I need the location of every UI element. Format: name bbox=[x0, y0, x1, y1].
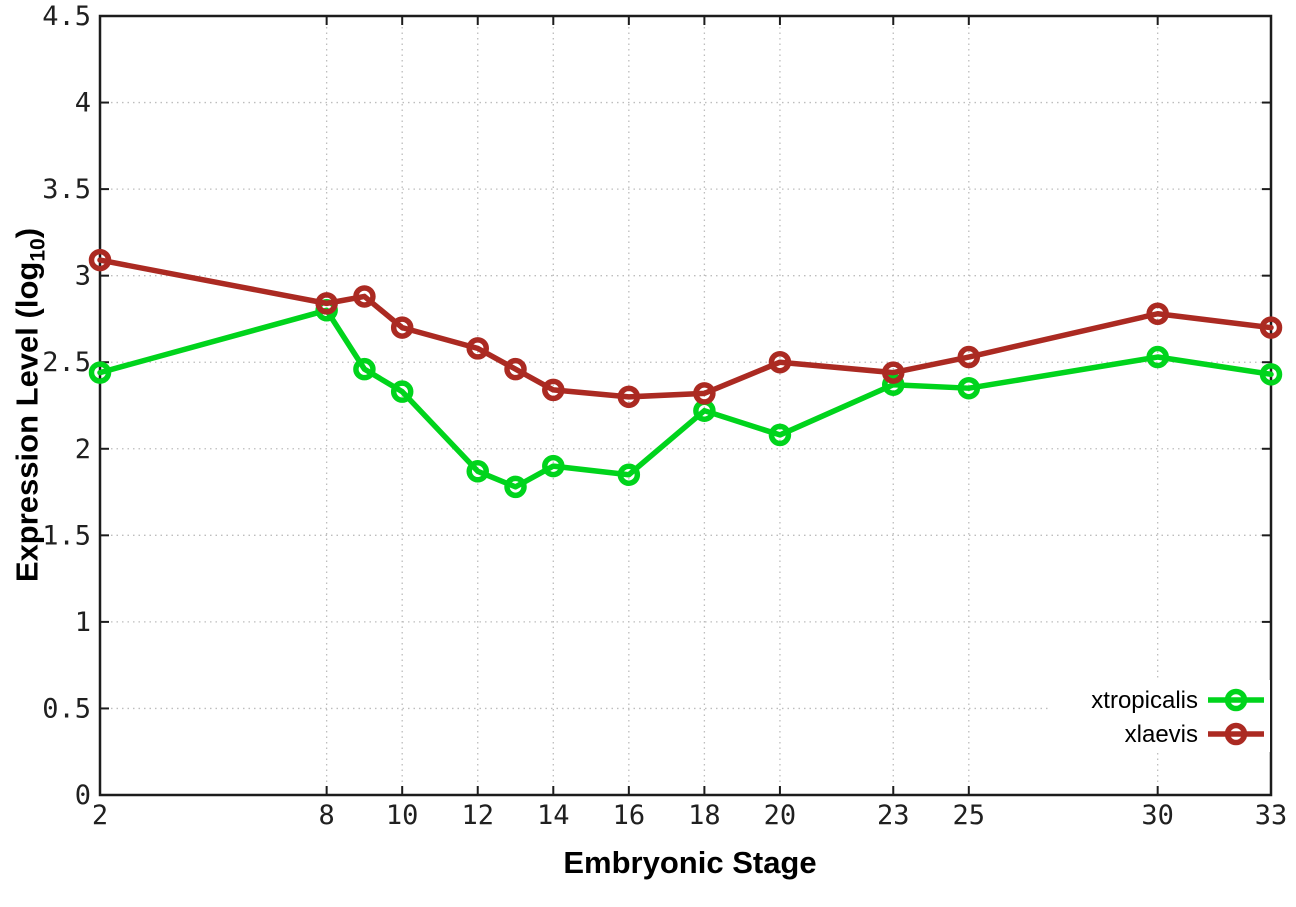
x-tick-label: 12 bbox=[461, 800, 494, 831]
data-point-marker-xlaevis bbox=[957, 345, 981, 369]
y-tick-label: 1.5 bbox=[42, 520, 91, 551]
legend-marker-xtropicalis bbox=[1224, 688, 1248, 712]
x-tick-label: 14 bbox=[537, 800, 570, 831]
data-point-marker-xtropicalis bbox=[882, 373, 905, 396]
x-tick-label: 20 bbox=[764, 800, 797, 831]
series-line-xlaevis bbox=[97, 257, 1274, 400]
x-tick-label: 23 bbox=[877, 800, 910, 831]
data-point-marker-xlaevis bbox=[1259, 316, 1283, 339]
y-axis-title-subscript: 10 bbox=[26, 238, 50, 262]
data-point-marker-xlaevis bbox=[504, 357, 527, 381]
data-point-marker-xlaevis bbox=[1146, 302, 1169, 326]
data-point-marker-xtropicalis bbox=[504, 475, 527, 499]
data-point-marker-xtropicalis bbox=[1146, 345, 1169, 369]
legend-marker-xlaevis bbox=[1224, 722, 1248, 746]
data-point-marker-xlaevis bbox=[882, 361, 905, 384]
data-point-marker-xtropicalis bbox=[617, 463, 641, 486]
y-tick-label: 4 bbox=[75, 88, 91, 119]
legend-label-xlaevis: xlaevis bbox=[1125, 721, 1198, 748]
data-point-marker-xtropicalis bbox=[1259, 363, 1283, 386]
x-tick-label: 8 bbox=[319, 800, 335, 831]
x-tick-label: 2 bbox=[92, 800, 108, 831]
y-tick-label: 2 bbox=[75, 434, 91, 465]
x-tick-label: 10 bbox=[386, 800, 419, 831]
y-axis-title: Expression Level (log10) bbox=[9, 228, 50, 582]
y-tick-label: 3.5 bbox=[42, 174, 91, 205]
x-tick-label: 25 bbox=[953, 800, 986, 831]
y-axis-title-close: ) bbox=[9, 227, 45, 239]
data-point-marker-xlaevis bbox=[353, 285, 376, 308]
y-tick-label: 0.5 bbox=[42, 693, 91, 724]
x-tick-label: 33 bbox=[1255, 800, 1288, 831]
data-point-marker-xtropicalis bbox=[466, 460, 489, 483]
data-point-marker-xlaevis bbox=[466, 337, 489, 360]
data-point-marker-xlaevis bbox=[768, 350, 792, 374]
y-tick-label: 0 bbox=[75, 780, 91, 811]
data-point-marker-xlaevis bbox=[315, 292, 338, 315]
data-point-marker-xtropicalis bbox=[768, 423, 792, 447]
x-tick-label: 16 bbox=[613, 800, 646, 831]
data-point-marker-xtropicalis bbox=[542, 454, 565, 478]
y-axis-title-text: Expression Level (log bbox=[9, 261, 45, 583]
plot-border bbox=[98, 14, 1273, 797]
data-point-marker-xlaevis bbox=[88, 248, 112, 272]
y-tick-label: 2.5 bbox=[42, 347, 91, 378]
data-point-marker-xlaevis bbox=[542, 378, 565, 402]
data-point-marker-xtropicalis bbox=[88, 361, 112, 384]
legend-label-xtropicalis: xtropicalis bbox=[1091, 687, 1198, 714]
x-tick-label: 18 bbox=[688, 800, 721, 831]
y-tick-label: 3 bbox=[75, 261, 91, 292]
x-axis-title: Embryonic Stage bbox=[563, 845, 817, 880]
data-point-marker-xtropicalis bbox=[390, 380, 414, 403]
data-point-marker-xtropicalis bbox=[957, 376, 981, 400]
data-point-marker-xlaevis bbox=[693, 382, 716, 405]
data-point-marker-xlaevis bbox=[390, 316, 414, 339]
y-tick-label: 1 bbox=[75, 607, 91, 638]
x-tick-label: 30 bbox=[1141, 800, 1174, 831]
y-tick-label: 4.5 bbox=[42, 1, 91, 32]
data-point-marker-xlaevis bbox=[617, 385, 641, 409]
series-line-xtropicalis bbox=[97, 307, 1274, 490]
data-point-marker-xtropicalis bbox=[353, 357, 376, 381]
